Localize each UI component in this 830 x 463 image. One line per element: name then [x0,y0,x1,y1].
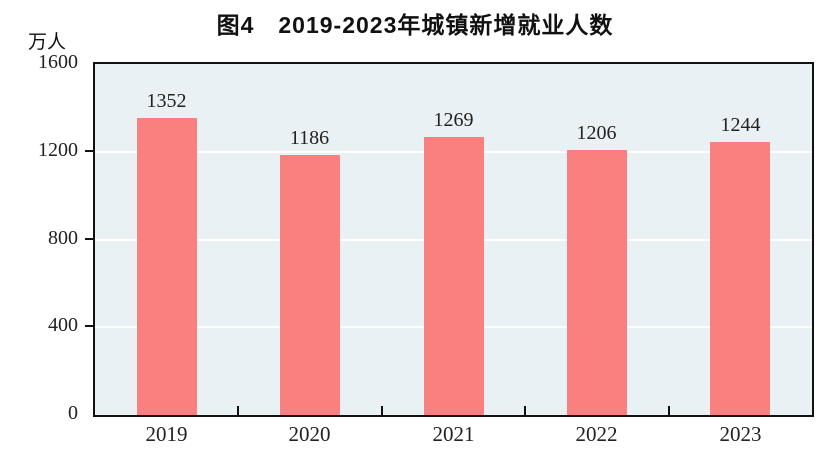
bar [710,142,770,415]
x-axis-tick [668,406,670,415]
y-axis-unit-label: 万人 [28,32,67,53]
x-axis-category-label: 2020 [288,422,331,446]
x-axis-category-label: 2019 [145,422,188,446]
y-axis-tick [85,325,93,328]
bar-value-label: 1352 [146,90,187,112]
x-axis-tick [524,406,526,415]
bar [424,137,484,415]
y-axis-tick-label: 400 [48,314,78,337]
bar-value-label: 1269 [433,109,474,131]
x-axis-category-label: 2022 [575,422,618,446]
y-axis-tick [85,237,93,240]
x-axis-tick [237,406,239,415]
y-axis-tick-label: 800 [48,226,78,249]
chart-title: 图4 2019-2023年城镇新增就业人数 [216,12,614,38]
bar [137,118,197,415]
y-axis-tick [85,149,93,152]
y-axis-tick-label: 0 [68,402,78,424]
x-axis-category-label: 2023 [719,422,762,446]
y-axis-tick-label: 1200 [38,138,78,161]
x-axis-tick [381,406,383,415]
bar-value-label: 1186 [289,127,330,149]
plot-area: 1352 1186 1269 1206 1244 [93,62,814,417]
x-axis-category-label: 2021 [432,422,475,446]
bar [567,150,627,415]
bar-value-label: 1206 [576,122,617,144]
bar [280,155,340,415]
y-axis-tick-label: 1600 [38,51,78,73]
bar-value-label: 1244 [720,114,761,136]
